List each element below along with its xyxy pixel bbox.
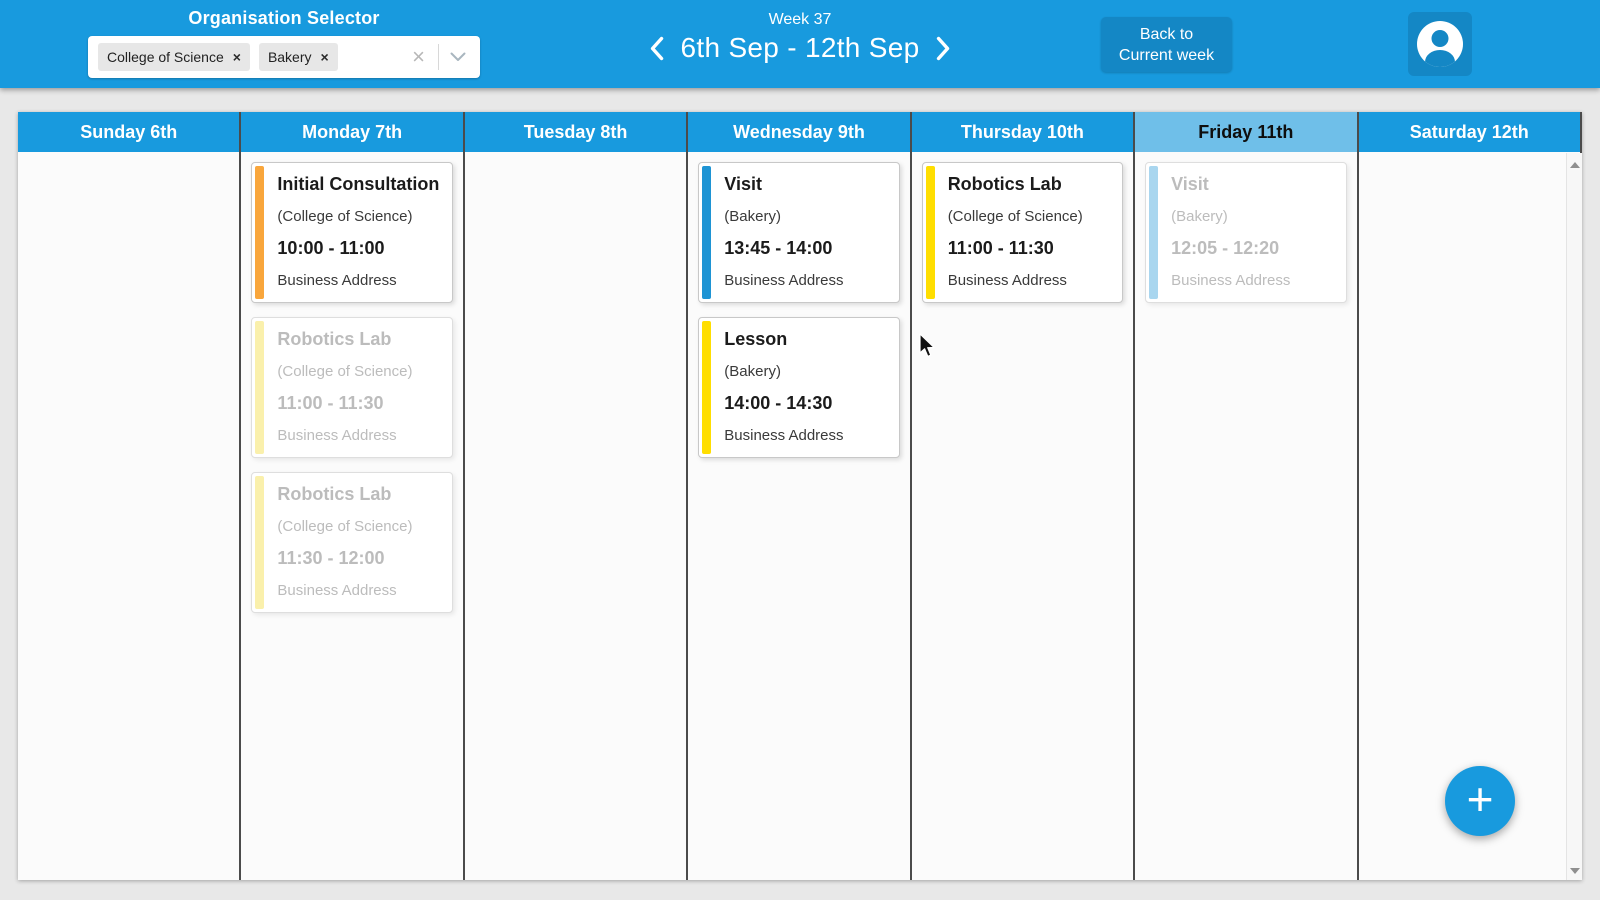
event-address: Business Address <box>277 427 397 444</box>
top-bar: Organisation Selector College of Science… <box>0 0 1600 88</box>
event-color-bar <box>702 321 712 454</box>
chevron-down-icon[interactable] <box>448 52 470 62</box>
event-address: Business Address <box>724 427 844 444</box>
event-address: Business Address <box>277 272 397 289</box>
day-body[interactable]: Initial Consultation (College of Science… <box>241 152 463 880</box>
selected-org-tag: Bakery × <box>258 43 338 71</box>
event-card[interactable]: Lesson (Bakery) 14:00 - 14:30 Business A… <box>698 317 900 458</box>
day-header: Saturday 12th <box>1358 112 1580 152</box>
event-card[interactable]: Initial Consultation (College of Science… <box>251 162 453 303</box>
event-title: Robotics Lab <box>277 329 392 349</box>
event-card[interactable]: Robotics Lab (College of Science) 11:30 … <box>251 472 453 613</box>
day-column-thursday: Thursday 10th Robotics Lab (College of S… <box>911 112 1136 880</box>
week-number-label: Week 37 <box>768 11 832 28</box>
day-column-sunday: Sunday 6th <box>18 112 242 880</box>
event-card[interactable]: Robotics Lab (College of Science) 11:00 … <box>251 317 453 458</box>
event-time: 11:00 - 11:30 <box>277 393 384 413</box>
vertical-scrollbar[interactable] <box>1566 153 1582 880</box>
event-organisation: (College of Science) <box>277 518 413 535</box>
event-time: 10:00 - 11:00 <box>277 238 385 258</box>
event-card[interactable]: Visit (Bakery) 13:45 - 14:00 Business Ad… <box>698 162 900 303</box>
day-body[interactable] <box>464 152 687 880</box>
user-avatar-button[interactable] <box>1408 12 1472 76</box>
event-organisation: (Bakery) <box>724 208 781 225</box>
day-header: Sunday 6th <box>18 112 240 152</box>
day-column-monday: Monday 7th Initial Consultation (College… <box>241 112 465 880</box>
event-time: 11:00 - 11:30 <box>947 238 1054 258</box>
day-body[interactable]: Visit (Bakery) 12:05 - 12:20 Business Ad… <box>1135 152 1357 880</box>
event-address: Business Address <box>947 272 1067 289</box>
day-header: Friday 11th <box>1135 112 1357 152</box>
day-header: Wednesday 9th <box>688 112 910 152</box>
event-time: 12:05 - 12:20 <box>1171 238 1280 258</box>
day-body[interactable]: Robotics Lab (College of Science) 11:00 … <box>911 152 1134 880</box>
event-color-bar <box>255 476 265 609</box>
organisation-selector-title: Organisation Selector <box>188 8 380 28</box>
event-title: Visit <box>724 174 762 194</box>
event-organisation: (College of Science) <box>277 208 413 225</box>
event-color-bar <box>255 321 265 454</box>
event-organisation: (College of Science) <box>947 208 1083 225</box>
event-time: 11:30 - 12:00 <box>277 548 385 568</box>
event-color-bar <box>1149 166 1159 299</box>
event-title: Visit <box>1171 174 1209 194</box>
day-column-wednesday: Wednesday 9th Visit (Bakery) 13:45 - 14:… <box>688 112 912 880</box>
event-color-bar <box>925 166 935 299</box>
selected-org-tag-label: College of Science <box>107 49 224 65</box>
remove-tag-icon[interactable]: × <box>232 49 241 65</box>
remove-tag-icon[interactable]: × <box>320 49 329 65</box>
event-address: Business Address <box>277 582 397 599</box>
day-header: Monday 7th <box>241 112 463 152</box>
event-time: 13:45 - 14:00 <box>724 238 833 258</box>
event-time: 14:00 - 14:30 <box>724 393 833 413</box>
event-title: Robotics Lab <box>947 174 1062 194</box>
event-card[interactable]: Visit (Bakery) 12:05 - 12:20 Business Ad… <box>1145 162 1347 303</box>
event-organisation: (Bakery) <box>1171 208 1228 225</box>
day-column-saturday: Saturday 12th <box>1358 112 1582 880</box>
event-color-bar <box>255 166 265 299</box>
event-title: Robotics Lab <box>277 484 392 504</box>
scroll-up-icon[interactable] <box>1570 162 1580 168</box>
week-navigation: Week 37 6th Sep - 12th Sep <box>649 11 952 64</box>
event-card[interactable]: Robotics Lab (College of Science) 11:00 … <box>921 162 1124 303</box>
organisation-selector: Organisation Selector College of Science… <box>88 8 480 78</box>
day-header: Tuesday 8th <box>464 112 687 152</box>
event-color-bar <box>702 166 712 299</box>
scroll-down-icon[interactable] <box>1570 868 1580 874</box>
event-title: Lesson <box>724 329 788 349</box>
day-column-tuesday: Tuesday 8th <box>464 112 689 880</box>
event-title: Initial Consultation <box>277 174 440 194</box>
user-avatar-icon <box>1417 21 1463 67</box>
event-organisation: (Bakery) <box>724 363 781 380</box>
event-organisation: (College of Science) <box>277 363 413 380</box>
add-event-button[interactable]: + <box>1445 766 1515 836</box>
day-body[interactable] <box>1358 152 1580 880</box>
date-range-label: 6th Sep - 12th Sep <box>680 32 920 63</box>
organisation-multiselect[interactable]: College of Science × Bakery × × <box>88 36 480 78</box>
day-header: Thursday 10th <box>911 112 1134 152</box>
selected-org-tag-label: Bakery <box>267 49 312 65</box>
week-calendar: Sunday 6th Monday 7th Initial Consultati… <box>18 112 1582 880</box>
selected-org-tag: College of Science × <box>98 43 250 71</box>
event-address: Business Address <box>724 272 844 289</box>
day-column-friday: Friday 11th Visit (Bakery) 12:05 - 12:20… <box>1135 112 1359 880</box>
day-body[interactable] <box>18 152 240 880</box>
select-divider <box>438 44 439 70</box>
clear-selection-icon[interactable]: × <box>412 44 425 69</box>
back-to-current-week-button[interactable]: Back to Current week <box>1101 17 1232 72</box>
previous-week-icon[interactable] <box>649 35 665 62</box>
event-address: Business Address <box>1171 272 1291 289</box>
next-week-icon[interactable] <box>935 35 951 62</box>
day-body[interactable]: Visit (Bakery) 13:45 - 14:00 Business Ad… <box>688 152 910 880</box>
